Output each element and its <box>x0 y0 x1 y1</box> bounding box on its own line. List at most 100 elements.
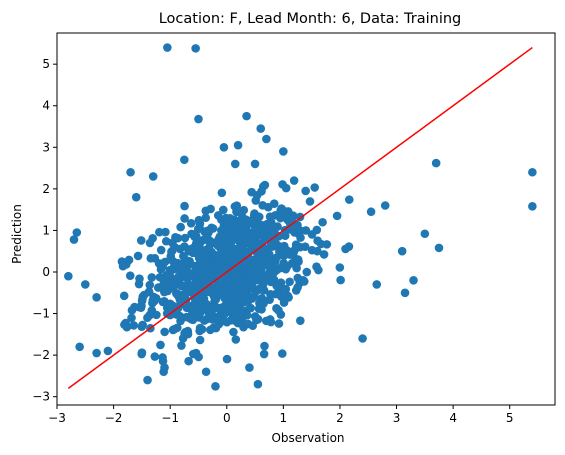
data-point <box>229 327 238 337</box>
data-point <box>271 211 280 220</box>
data-point <box>358 334 367 343</box>
x-tick-label: −1 <box>161 411 179 425</box>
fit-line <box>67 46 533 389</box>
data-point <box>158 353 167 362</box>
data-point <box>335 263 345 272</box>
data-point <box>528 167 537 177</box>
data-point <box>150 352 160 361</box>
data-point <box>220 225 230 234</box>
data-point <box>160 257 170 267</box>
data-point <box>243 249 253 259</box>
data-point <box>194 352 203 362</box>
data-point <box>69 235 79 244</box>
data-point <box>277 204 286 213</box>
data-point <box>293 283 302 292</box>
data-point <box>296 316 305 325</box>
data-point <box>201 367 211 377</box>
data-point <box>230 250 239 260</box>
data-point <box>528 202 537 211</box>
plot-area: −3 −2 −1 0 1 2 3 4 5 −3 −2 −1 0 1 2 3 4 5 <box>32 32 556 425</box>
data-point <box>119 291 129 301</box>
data-point <box>72 228 82 237</box>
data-point <box>124 255 134 265</box>
data-point <box>184 313 193 322</box>
data-point <box>129 321 139 330</box>
data-point <box>283 291 293 301</box>
data-point <box>264 249 274 259</box>
data-point <box>299 277 309 286</box>
data-point <box>204 302 214 311</box>
data-point <box>126 167 135 177</box>
data-point <box>201 213 211 223</box>
data-point <box>279 247 289 256</box>
data-point <box>194 114 203 124</box>
data-point <box>260 180 270 190</box>
data-point <box>183 328 192 337</box>
data-point <box>341 244 350 254</box>
data-point <box>301 226 311 235</box>
data-point <box>184 356 193 366</box>
data-point <box>263 219 272 229</box>
data-point <box>156 340 165 350</box>
data-point <box>222 263 231 273</box>
data-point <box>239 297 249 307</box>
data-point <box>278 349 287 358</box>
data-point <box>143 375 152 385</box>
data-point <box>289 247 299 257</box>
data-point <box>216 245 226 254</box>
data-point <box>156 245 166 255</box>
data-point <box>193 224 203 234</box>
data-point <box>175 311 185 321</box>
data-point <box>213 211 223 220</box>
data-point <box>230 202 240 211</box>
data-point <box>92 293 101 302</box>
data-point <box>170 242 179 252</box>
data-point <box>227 279 236 289</box>
y-tick-label: −3 <box>32 390 50 404</box>
data-point <box>180 201 189 211</box>
data-point <box>301 186 310 196</box>
data-point <box>238 212 247 222</box>
data-point <box>144 287 154 297</box>
data-point <box>222 354 232 364</box>
data-point <box>310 183 320 192</box>
data-point <box>165 271 174 281</box>
data-point <box>177 281 186 291</box>
data-point <box>148 172 158 181</box>
data-point <box>233 140 243 150</box>
data-point <box>209 323 218 333</box>
data-point <box>187 281 196 290</box>
data-point <box>260 341 269 351</box>
data-point <box>194 265 204 274</box>
data-point <box>180 214 189 223</box>
data-point <box>169 263 179 272</box>
data-point <box>212 314 222 324</box>
data-point <box>264 260 273 269</box>
data-point <box>212 264 222 274</box>
data-point <box>163 43 172 52</box>
data-point <box>135 302 144 312</box>
y-tick-label: 2 <box>42 182 50 196</box>
data-point <box>281 284 291 294</box>
data-point <box>318 217 327 227</box>
data-point <box>125 271 135 281</box>
data-point <box>302 267 312 277</box>
data-point <box>285 277 294 287</box>
data-point <box>434 243 444 253</box>
data-point <box>336 275 345 285</box>
data-point <box>247 239 257 249</box>
data-point <box>145 280 155 290</box>
data-point <box>161 236 171 246</box>
data-point <box>172 288 181 298</box>
data-point <box>195 326 204 336</box>
data-point <box>232 268 241 278</box>
data-point <box>160 327 169 337</box>
data-point <box>254 212 264 222</box>
x-axis-title: Observation <box>271 431 344 445</box>
data-point <box>211 290 220 300</box>
data-point <box>272 253 282 262</box>
data-point <box>135 274 144 283</box>
data-point <box>201 206 211 216</box>
data-point <box>293 228 302 238</box>
data-point <box>143 313 152 323</box>
